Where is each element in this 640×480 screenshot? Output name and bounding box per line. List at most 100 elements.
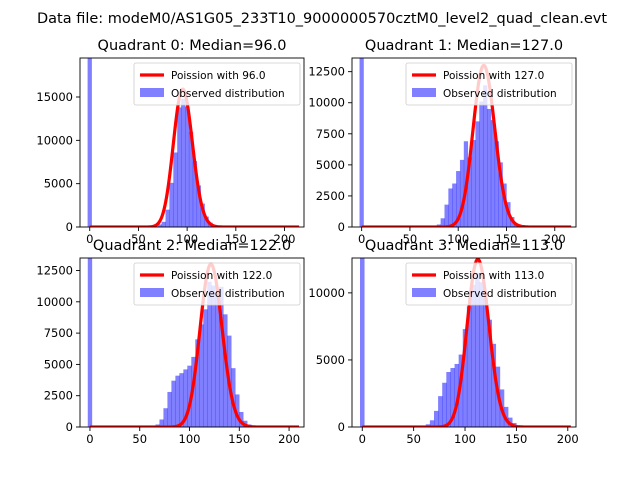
quadrant-1-hist-bar [471,140,476,227]
quadrant-1-xtick-label: 100 [447,232,469,246]
quadrant-2-hist-bar [235,394,240,427]
quadrant-1-hist-bar [494,141,499,227]
quadrant-0-hist-bar [165,209,170,227]
quadrant-3-title: Quadrant 3: Median=113.0 [365,238,563,254]
quadrant-1-ytick-label: 2500 [316,189,345,203]
quadrant-3-ytick-label: 0 [338,420,345,434]
quadrant-1-ytick-label: 10000 [308,96,345,110]
quadrant-1-hist-bar [490,120,496,227]
quadrant-1-hist-bar [456,171,461,227]
quadrant-3-hist-bar [454,363,460,427]
quadrant-1-hist-bar [459,159,465,227]
quadrant-3-hist-bar [470,284,476,427]
quadrant-3-axes-frame [351,257,577,428]
quadrant-1-xtick-label: 50 [403,232,418,246]
quadrant-1-hist-bar [448,188,453,227]
quadrant-3-hist-bar [360,258,365,427]
quadrant-0-hist-bar [192,161,198,227]
quadrant-3-plot-area [360,258,572,427]
quadrant-1-axes-frame [351,57,577,228]
quadrant-2-hist-bar [211,285,216,427]
quadrant-2-ytick-label: 10000 [36,295,73,309]
quadrant-2-legend-poisson-label: Poission with 122.0 [171,270,272,282]
quadrant-0-xtick-label: 50 [131,232,146,246]
quadrant-2-xtick-label: 100 [179,432,201,446]
quadrant-1-title: Quadrant 1: Median=127.0 [365,38,563,54]
quadrant-2-legend-box [133,262,301,306]
quadrant-1-hist-bar [479,101,484,227]
quadrant-0-hist-bar [173,152,178,227]
quadrant-2-legend-observed-swatch [140,288,164,297]
quadrant-2-hist-bar [159,419,164,427]
quadrant-2-ytick-label: 2500 [44,389,73,403]
quadrant-3-hist-bar [462,329,468,427]
quadrant-1-hist-bar [359,58,364,227]
quadrant-1-hist-bar [467,157,472,227]
quadrant-0-ytick-label: 0 [66,220,73,234]
quadrant-3-chart: 0 50 100 150 200 0 5000 10000 Quadrant 3: Median… [308,238,578,446]
quadrant-2-xtick-label: 50 [132,432,147,446]
quadrant-2-xtick-label: 150 [228,432,250,446]
quadrant-2-hist-bar [195,339,200,427]
quadrant-3-ytick-label: 5000 [316,353,345,367]
quadrant-2-hist-bar [175,375,180,427]
quadrant-3-legend-observed-swatch [412,288,436,297]
quadrant-0-xtick-label: 200 [274,232,296,246]
quadrant-3-xtick-label: 100 [454,432,476,446]
quadrant-3-hist-bar [450,367,455,427]
quadrant-1-xtick-label: 0 [358,232,365,246]
quadrant-1-hist-bar [483,85,488,227]
quadrant-0-chart: 0 50 100 150 200 0 5000 10000 15000 Quadrant 0: M… [36,38,305,246]
quadrant-3-hist-bar [446,372,451,427]
quadrant-0-hist-bar [177,107,182,227]
quadrant-2-hist-bar [215,295,220,427]
quadrant-3-hist-bar [442,382,447,427]
quadrant-0-ytick-label: 10000 [36,133,73,147]
quadrant-3-legend-poisson-label: Poission with 113.0 [443,270,544,282]
quadrant-2-ytick-label: 5000 [44,357,73,371]
quadrant-3-hist-bar [458,354,464,427]
figure-suptitle: Data file: modeM0/AS1G05_233T10_90000005… [37,11,607,27]
quadrant-3-xtick-label: 150 [505,432,527,446]
quadrant-2-hist-bar [171,380,176,427]
quadrant-0-hist-bar [196,185,201,227]
quadrant-0-hist-bar [161,221,166,227]
quadrant-0-legend-observed-label: Observed distribution [171,88,285,100]
quadrant-0-poisson-curve [89,87,300,227]
quadrant-1-legend-observed-label: Observed distribution [443,88,557,100]
quadrant-3-xtick-label: 50 [406,432,421,446]
quadrant-2-hist-bar [163,408,168,427]
quadrant-3-hist-bar [475,272,480,427]
quadrant-2-plot-area [87,258,300,427]
quadrant-2-xtick-label: 0 [86,432,93,446]
quadrant-3-ytick-label: 10000 [308,286,345,300]
quadrant-2-xtick-label: 200 [278,432,300,446]
quadrant-2-ytick-label: 7500 [44,326,73,340]
quadrant-3-hist-bar [491,343,497,427]
quadrant-0-hist-bar [184,106,190,227]
quadrant-3-hist-bar [433,410,439,427]
quadrant-1-ytick-label: 12500 [308,65,345,79]
quadrant-3-hist-bar [479,282,484,427]
quadrant-1-ytick-label: 0 [338,220,345,234]
quadrant-2-hist-bar [239,411,244,427]
quadrant-2-legend-observed-label: Observed distribution [171,288,285,300]
quadrant-2-hist-bar [187,365,192,427]
quadrant-2-hist-bar [223,314,228,427]
quadrant-0-ytick-label: 15000 [36,90,73,104]
quadrant-1-hist-bar [444,204,449,227]
quadrant-2-ytick-label: 12500 [36,264,73,278]
quadrant-0-plot-area [87,58,300,227]
quadrant-0-legend-box [133,62,301,106]
quadrant-0-title: Quadrant 0: Median=96.0 [98,38,287,54]
quadrant-3-poisson-curve [361,258,572,427]
quadrant-3-xtick-label: 0 [359,432,366,446]
quadrant-0-xtick-label: 100 [176,232,198,246]
quadrant-0-hist-bar [188,131,194,227]
quadrant-0-axes-frame [79,57,305,228]
quadrant-1-hist-bar [452,183,457,227]
quadrant-2-hist-bar [183,369,188,427]
quadrant-1-xtick-label: 200 [544,232,566,246]
quadrant-2-hist-bar [179,373,184,427]
quadrant-0-hist-bar [169,182,174,227]
